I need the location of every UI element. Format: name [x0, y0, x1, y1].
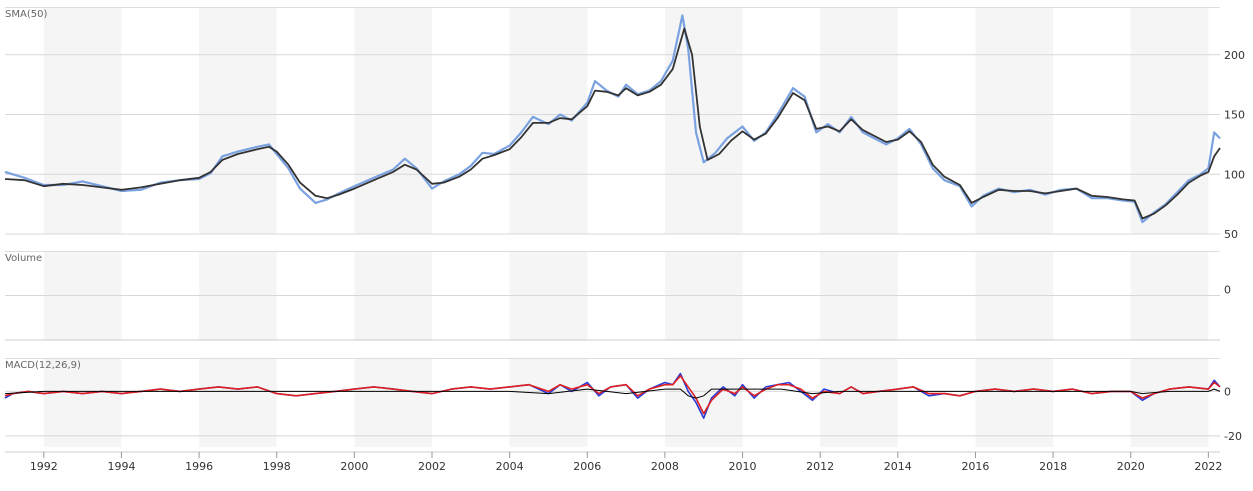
shaded-band [1130, 358, 1209, 447]
x-tick-label: 2020 [1117, 460, 1145, 473]
shaded-band [509, 358, 588, 447]
shaded-band [354, 358, 432, 447]
shaded-band [975, 358, 1054, 447]
shaded-band [199, 358, 277, 447]
y-tick-labels: 50 100 150 200 0 0 -20 [1224, 49, 1245, 443]
x-tick-label: 1994 [107, 460, 135, 473]
shaded-band [820, 358, 898, 447]
x-tick-label: 2008 [651, 460, 679, 473]
price-y-tick-label: 100 [1224, 168, 1245, 181]
x-tick-label: 2002 [418, 460, 446, 473]
shaded-band [354, 7, 432, 234]
shaded-band [820, 7, 898, 234]
x-tick-label: 2004 [496, 460, 524, 473]
grid-lines [5, 7, 1220, 453]
shaded-band [199, 7, 277, 234]
macd-y-tick-label: -20 [1224, 430, 1242, 443]
shaded-band [43, 7, 122, 234]
x-tick-label: 1992 [30, 460, 58, 473]
x-tick-label: 2010 [729, 460, 757, 473]
price-y-tick-label: 200 [1224, 49, 1245, 62]
shaded-year-bands [43, 7, 1209, 447]
x-tick-label: 2000 [340, 460, 368, 473]
x-tick-label: 2012 [806, 460, 834, 473]
x-tick-label: 1996 [185, 460, 213, 473]
x-tick-label: 2014 [884, 460, 912, 473]
shaded-band [1130, 7, 1209, 234]
shaded-band [43, 358, 122, 447]
panel-label-sma: SMA(50) [5, 9, 47, 20]
x-tick-label: 2022 [1194, 460, 1222, 473]
panel-label-volume: Volume [5, 253, 42, 264]
price-y-tick-label: 50 [1224, 228, 1238, 241]
x-tick-label: 2016 [961, 460, 989, 473]
x-tick-labels: 1992 1994 1996 1998 2000 2002 2004 2006 2008 2010… [30, 452, 1222, 473]
x-tick-label: 2006 [573, 460, 601, 473]
shaded-band [975, 7, 1054, 234]
panel-label-macd: MACD(12,26,9) [5, 360, 81, 371]
shaded-band [664, 358, 743, 447]
macd-y-tick-label: 0 [1224, 385, 1231, 398]
price-series-sma-50- [4, 27, 1221, 220]
shaded-band [664, 7, 743, 234]
volume-y-tick-label: 0 [1224, 284, 1231, 297]
x-tick-label: 2018 [1039, 460, 1067, 473]
shaded-band [509, 7, 588, 234]
price-y-tick-label: 150 [1224, 109, 1245, 122]
macd-series-histogram [4, 388, 1221, 399]
series-lines [4, 14, 1221, 419]
x-tick-label: 1998 [263, 460, 291, 473]
